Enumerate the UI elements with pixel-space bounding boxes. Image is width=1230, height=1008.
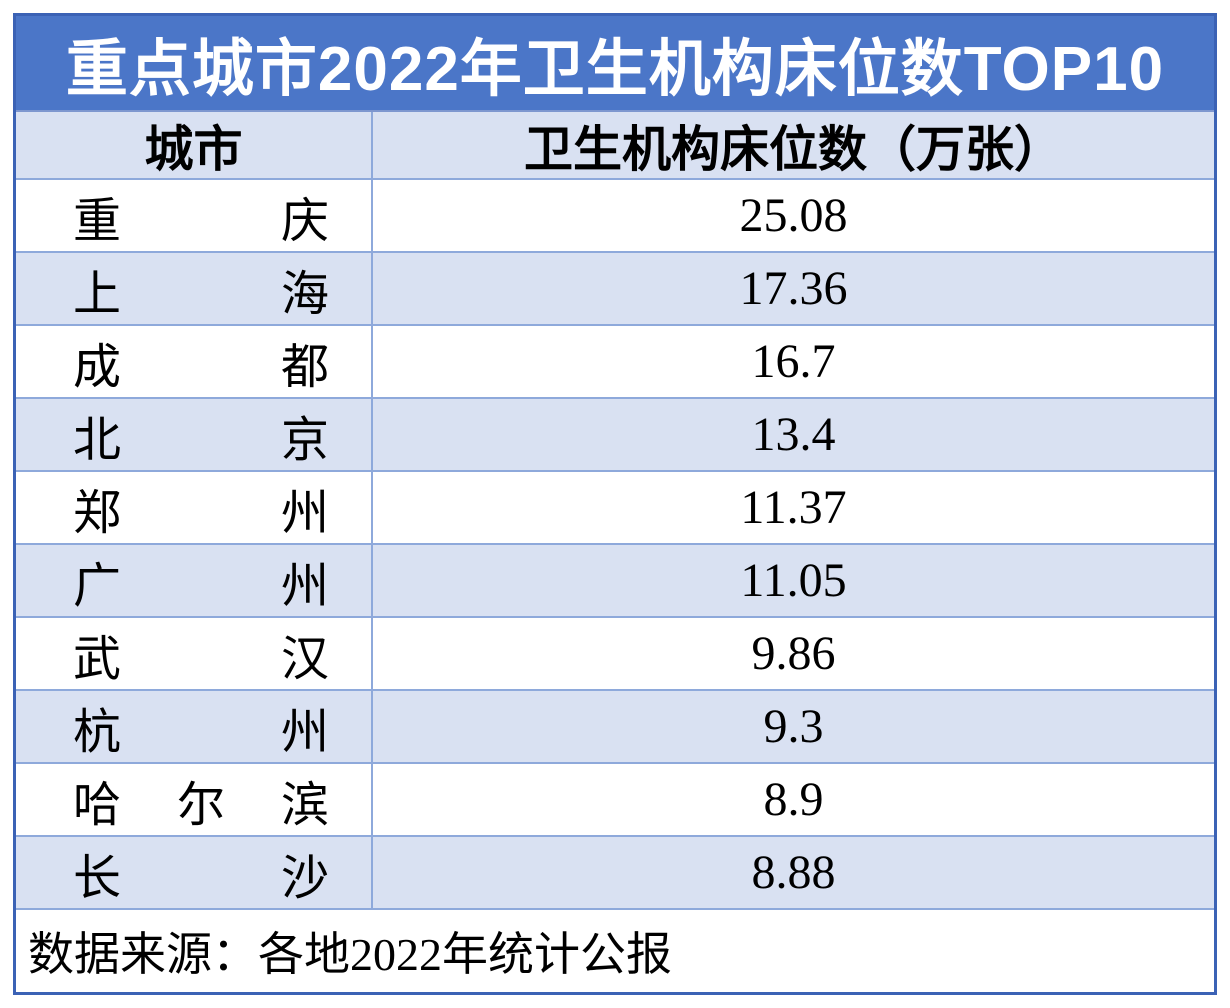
table-row: 广州 11.05 <box>16 543 1214 616</box>
beds-value: 16.7 <box>751 335 836 388</box>
city-name: 杭州 <box>16 691 373 762</box>
city-name: 武汉 <box>16 618 373 689</box>
beds-value: 25.08 <box>739 189 848 242</box>
beds-value: 9.3 <box>763 700 824 753</box>
beds-value: 9.86 <box>751 627 836 680</box>
header-row: 城市 卫生机构床位数（万张） <box>16 110 1214 178</box>
table-row: 重庆 25.08 <box>16 178 1214 251</box>
table-row: 上海 17.36 <box>16 251 1214 324</box>
city-name: 北京 <box>16 399 373 470</box>
column-header-city: 城市 <box>16 112 373 178</box>
beds-value: 13.4 <box>751 408 836 461</box>
city-name: 哈尔滨 <box>16 764 373 835</box>
column-header-beds: 卫生机构床位数（万张） <box>523 121 1063 177</box>
table-row: 成都 16.7 <box>16 324 1214 397</box>
table-row: 武汉 9.86 <box>16 616 1214 689</box>
table-row: 哈尔滨 8.9 <box>16 762 1214 835</box>
table-row: 郑州 11.37 <box>16 470 1214 543</box>
ranking-table: 重点城市2022年卫生机构床位数TOP10 城市 卫生机构床位数（万张） 重庆 … <box>13 13 1217 995</box>
beds-value: 8.9 <box>763 773 824 826</box>
data-source-text: 数据来源：各地2022年统计公报 <box>28 929 672 980</box>
city-name: 重庆 <box>16 180 373 251</box>
beds-value: 11.05 <box>740 554 847 607</box>
city-name: 广州 <box>16 545 373 616</box>
city-name: 上海 <box>16 253 373 324</box>
city-name: 长沙 <box>16 837 373 908</box>
beds-value: 11.37 <box>740 481 847 534</box>
city-name: 郑州 <box>16 472 373 543</box>
beds-value: 17.36 <box>739 262 848 315</box>
beds-value: 8.88 <box>751 846 836 899</box>
table-row: 杭州 9.3 <box>16 689 1214 762</box>
table-row: 北京 13.4 <box>16 397 1214 470</box>
city-name: 成都 <box>16 326 373 397</box>
table-row: 长沙 8.88 <box>16 835 1214 908</box>
data-source-row: 数据来源：各地2022年统计公报 <box>16 908 1214 992</box>
table-title: 重点城市2022年卫生机构床位数TOP10 <box>16 16 1214 110</box>
